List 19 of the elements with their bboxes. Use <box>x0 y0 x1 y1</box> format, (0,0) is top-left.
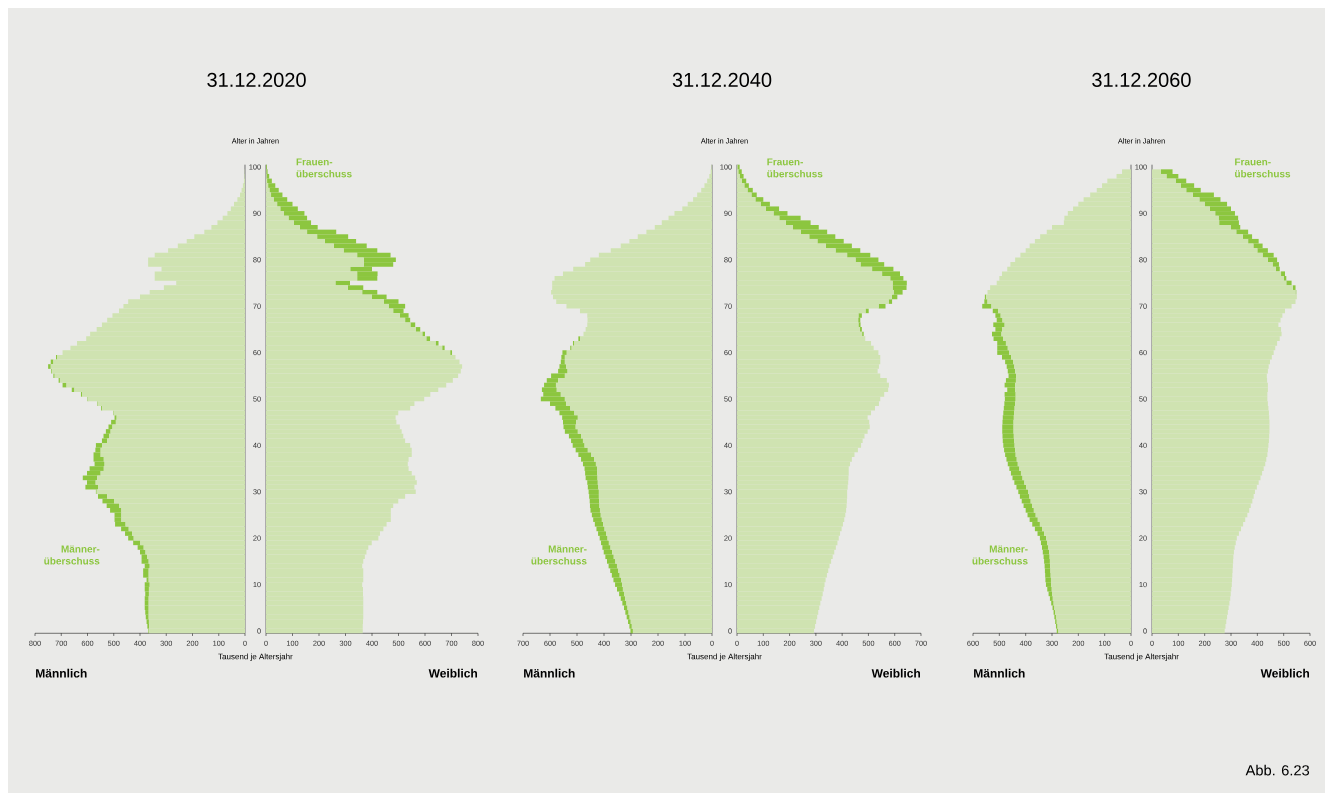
series-label: Frauen-überschuss <box>767 158 823 178</box>
caption: Abb. 6.23 <box>1245 764 1310 776</box>
text: Tausend je Altersjahr <box>1104 653 1179 661</box>
text: Frauen-überschuss <box>1235 158 1291 178</box>
x-axis-title: Männlich <box>36 668 87 678</box>
x-axis-title: Weiblich <box>428 668 477 678</box>
series-label: Männer-überschuss <box>531 545 587 565</box>
text: Tausend je Altersjahr <box>218 653 293 661</box>
series-label: Männer-überschuss <box>972 545 1028 565</box>
chart-title: 31.12.2040 <box>672 72 772 87</box>
chart-title: 31.12.2020 <box>207 72 306 87</box>
chart-title: 31.12.2060 <box>1092 72 1191 87</box>
x-axis-title: Männlich <box>524 668 575 678</box>
text: Frauen-überschuss <box>296 158 352 178</box>
text: Männer-überschuss <box>44 545 100 565</box>
x-axis-title: Weiblich <box>871 668 920 678</box>
x-axis-title: Männlich <box>974 668 1025 678</box>
x-axis-title: Weiblich <box>1260 668 1310 678</box>
text: Tausend je Altersjahr <box>687 653 762 661</box>
